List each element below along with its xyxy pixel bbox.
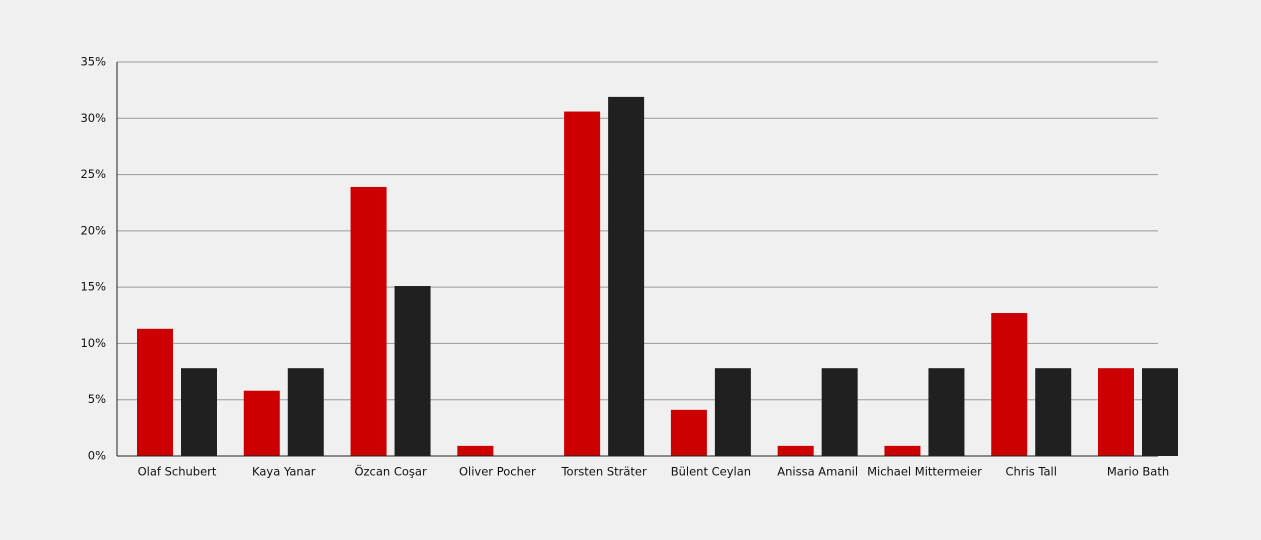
- bar: [243, 390, 280, 456]
- bar: [991, 313, 1028, 456]
- bar: [608, 96, 645, 456]
- y-tick-label: 20%: [80, 223, 106, 237]
- y-tick-label: 0%: [88, 449, 106, 463]
- x-tick-label: Torsten Sträter: [560, 465, 647, 479]
- x-tick-label: Chris Tall: [1005, 465, 1056, 479]
- y-tick-label: 15%: [80, 280, 106, 294]
- bar: [1035, 368, 1072, 456]
- x-tick-label: Mario Bath: [1107, 465, 1169, 479]
- bar: [564, 111, 601, 456]
- bar: [394, 286, 431, 456]
- bar: [1098, 368, 1134, 456]
- bar: [884, 445, 921, 456]
- y-tick-label: 10%: [80, 336, 106, 350]
- y-tick-label: 30%: [80, 111, 106, 125]
- x-tick-label: Bülent Ceylan: [671, 465, 751, 479]
- y-tick-label: 35%: [80, 55, 106, 69]
- x-tick-label: Michael Mittermeier: [867, 465, 982, 479]
- x-tick-label: Oliver Pocher: [459, 465, 536, 479]
- bar: [670, 409, 707, 456]
- bar: [714, 368, 751, 456]
- bar: [181, 368, 217, 456]
- y-tick-label: 25%: [80, 167, 106, 181]
- bar: [1142, 368, 1178, 456]
- bar: [350, 186, 387, 456]
- bar: [457, 445, 494, 456]
- x-tick-label: Anissa Amanil: [777, 465, 858, 479]
- bar: [821, 368, 858, 456]
- x-tick-label: Kaya Yanar: [252, 465, 316, 479]
- bar: [777, 445, 814, 456]
- bar: [137, 328, 173, 456]
- bar: [287, 368, 324, 456]
- x-tick-label: Olaf Schubert: [138, 465, 217, 479]
- y-tick-label: 5%: [88, 392, 106, 406]
- x-tick-label: Özcan Coşar: [354, 463, 427, 479]
- bar: [928, 368, 965, 456]
